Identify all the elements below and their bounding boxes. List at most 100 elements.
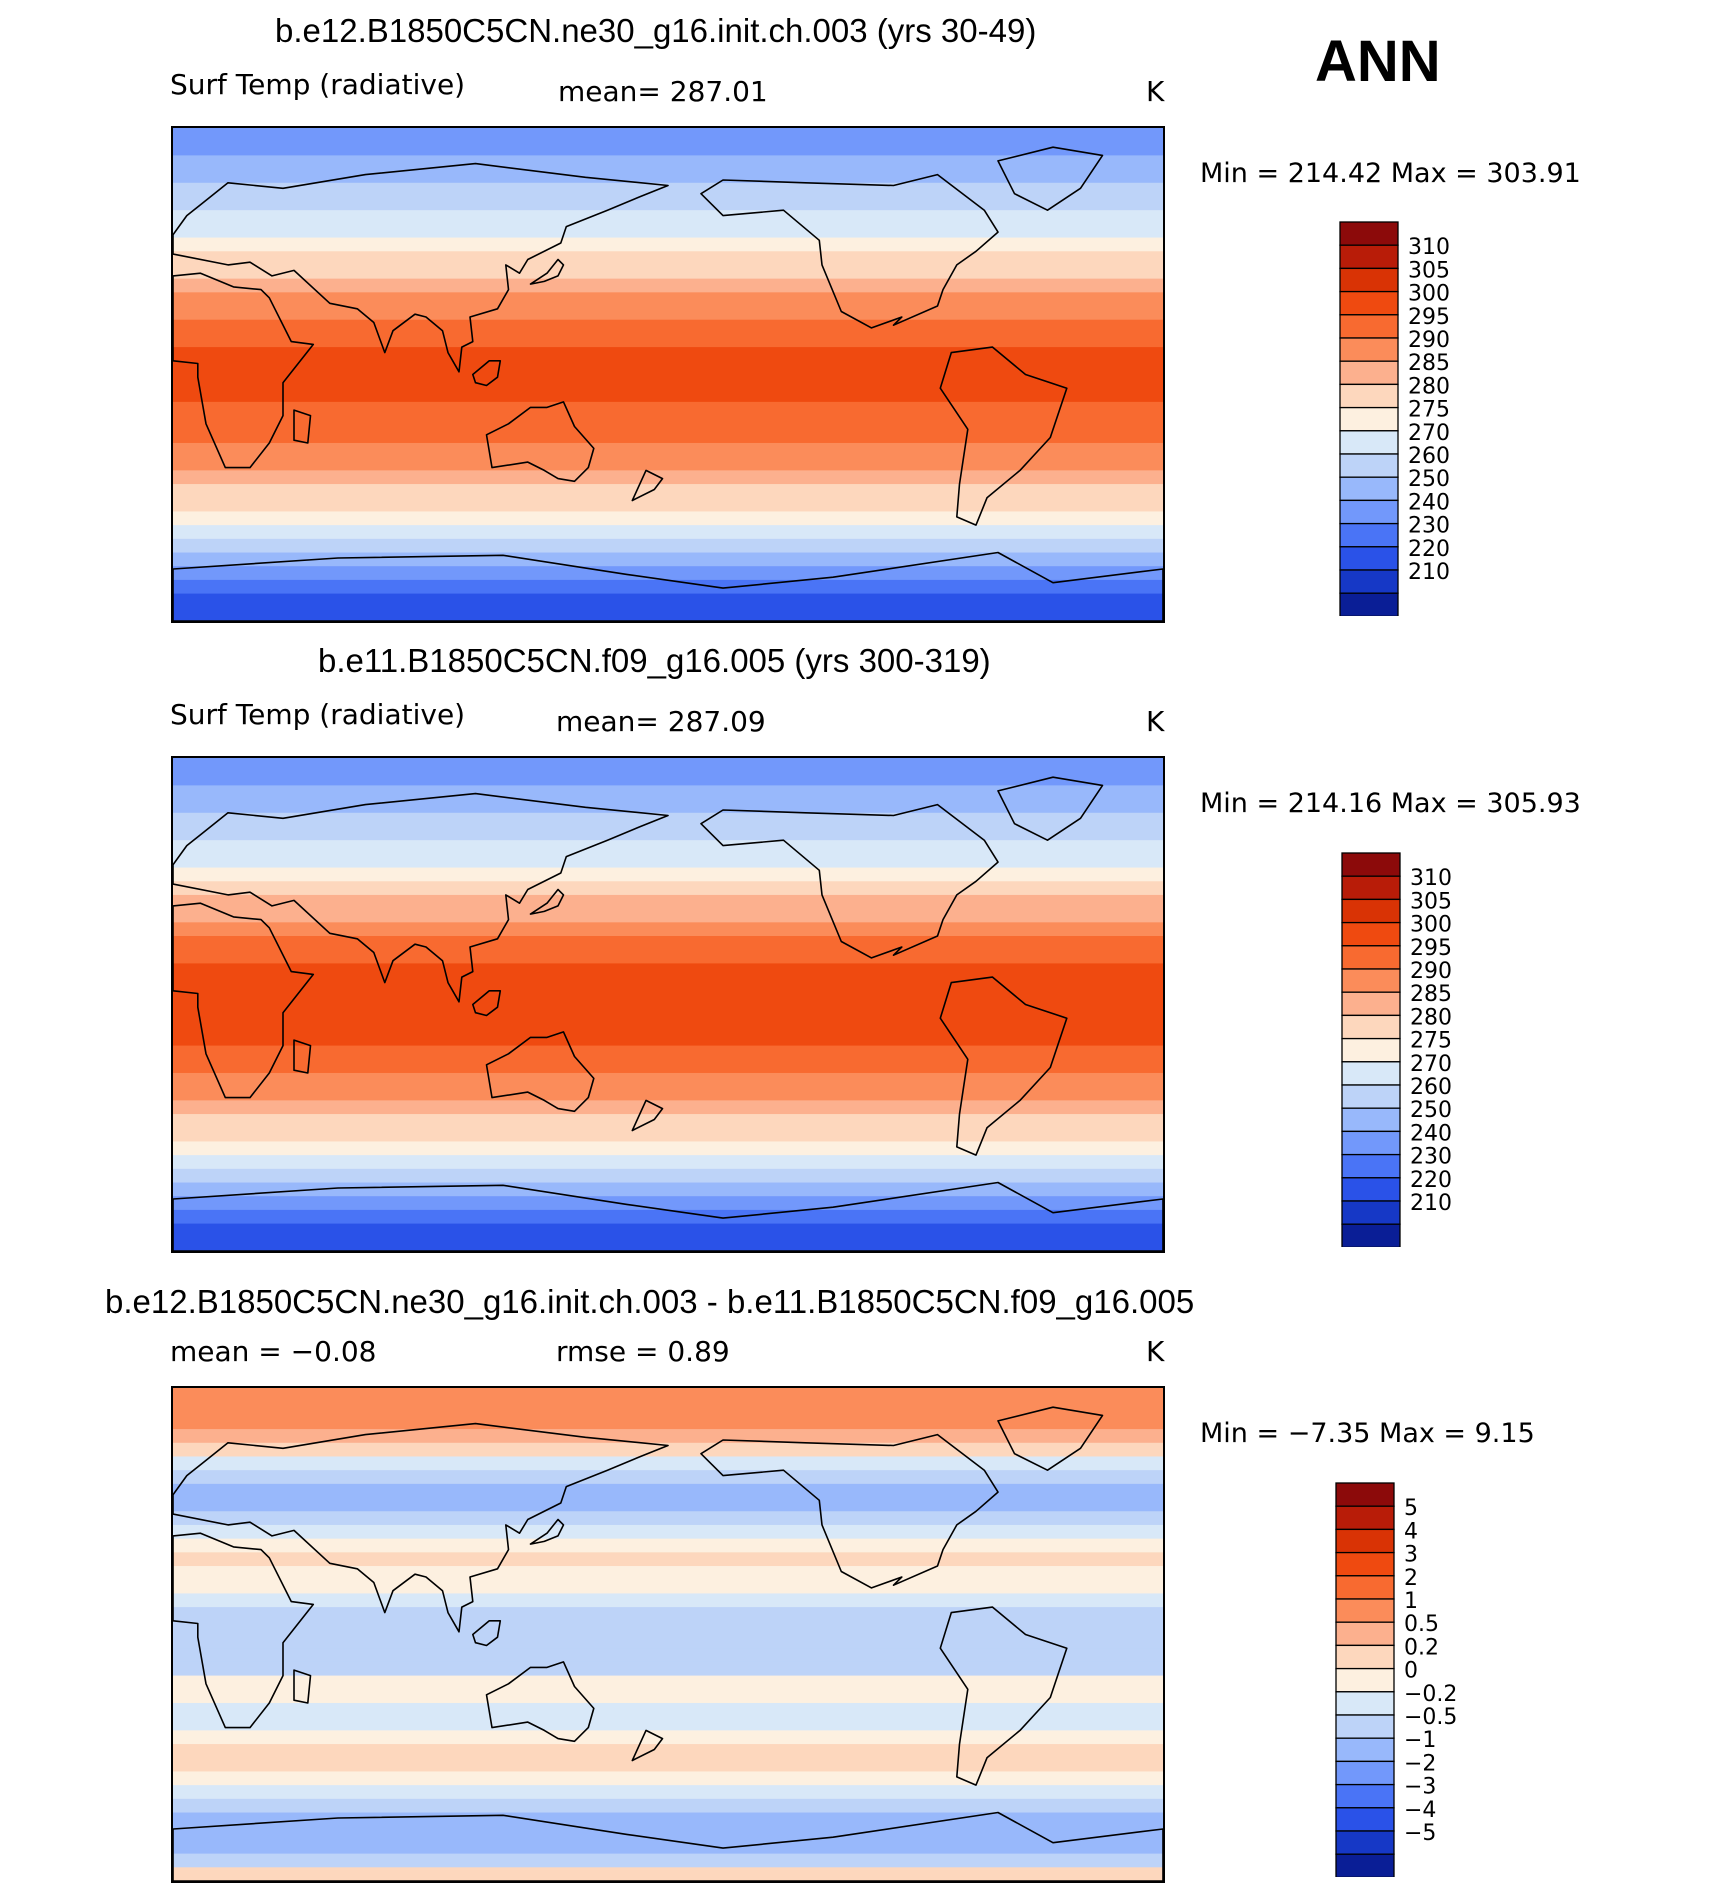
colorbar-tick-label: 270 xyxy=(1410,1052,1452,1077)
colorbar-box xyxy=(1335,1528,1395,1554)
lat-band xyxy=(173,949,1163,965)
colorbar-box xyxy=(1339,360,1399,386)
lat-band xyxy=(173,182,1163,198)
lat-band xyxy=(173,1634,1163,1649)
panel-1-map xyxy=(171,126,1165,623)
lat-band xyxy=(173,1771,1163,1786)
lat-band xyxy=(173,607,1163,621)
colorbar-box xyxy=(1341,968,1401,993)
lat-band xyxy=(173,1566,1163,1581)
colorbar-box xyxy=(1341,852,1401,877)
lat-band xyxy=(173,1045,1163,1060)
coastline-antarctica xyxy=(173,1811,1163,1881)
colorbar-tick-label: 230 xyxy=(1408,514,1450,539)
coastline-australia xyxy=(485,1031,595,1113)
colorbar-box xyxy=(1341,991,1401,1017)
colorbar-box xyxy=(1341,921,1401,947)
lat-band xyxy=(173,388,1163,403)
colorbar-box xyxy=(1339,383,1399,409)
lat-band xyxy=(173,128,1163,143)
colorbar-tick-label: 300 xyxy=(1408,282,1450,307)
colorbar-tick-label: −2 xyxy=(1404,1751,1436,1776)
colorbar-box xyxy=(1335,1598,1395,1623)
lat-band xyxy=(173,1716,1163,1731)
colorbar-tick-label: 4 xyxy=(1404,1519,1418,1544)
lat-band xyxy=(173,1552,1163,1567)
lat-band xyxy=(173,1648,1163,1663)
colorbar-tick-label: 240 xyxy=(1410,1121,1452,1146)
lat-band xyxy=(173,415,1163,430)
colorbar-tick-label: 260 xyxy=(1410,1075,1452,1100)
colorbar-tick-label: 275 xyxy=(1408,398,1450,423)
colorbar-box xyxy=(1339,546,1399,571)
lat-band xyxy=(173,196,1163,211)
colorbar-box xyxy=(1335,1621,1395,1647)
lat-band xyxy=(173,1483,1163,1499)
colorbar-tick-label: 210 xyxy=(1410,1191,1452,1216)
colorbar-box xyxy=(1335,1551,1395,1577)
lat-band xyxy=(173,853,1163,869)
lat-band xyxy=(173,210,1163,225)
panel-2-map xyxy=(171,756,1165,1253)
lat-band xyxy=(173,1442,1163,1458)
lat-band xyxy=(173,1223,1163,1238)
lat-band xyxy=(173,1141,1163,1156)
panel-3-rmse-label: rmse = 0.89 xyxy=(556,1335,730,1368)
colorbar-tick-label: 280 xyxy=(1410,1005,1452,1030)
colorbar-tick-label: 290 xyxy=(1408,328,1450,353)
colorbar-box xyxy=(1335,1853,1395,1877)
lat-band xyxy=(173,1470,1163,1485)
colorbar-box xyxy=(1335,1714,1395,1739)
lat-band xyxy=(173,292,1163,307)
panel-1-mean-label: mean= 287.01 xyxy=(558,75,768,108)
lat-band xyxy=(173,1072,1163,1088)
colorbar-tick-label: 240 xyxy=(1408,490,1450,515)
colorbar-box xyxy=(1335,1575,1395,1600)
colorbar-tick-label: 0.2 xyxy=(1404,1635,1439,1660)
colorbar-tick-label: 285 xyxy=(1408,351,1450,376)
coastline-africa xyxy=(173,902,315,1099)
lat-band xyxy=(173,1702,1163,1718)
lat-band xyxy=(173,1661,1163,1677)
panel-2-units-label: K xyxy=(1146,705,1165,738)
coastline-japan xyxy=(529,888,565,915)
colorbar-tick-label: 305 xyxy=(1408,258,1450,283)
panel-1-title: b.e12.B1850C5CN.ne30_g16.init.ch.003 (yr… xyxy=(275,12,1037,49)
lat-band xyxy=(173,1853,1163,1868)
coastline-africa xyxy=(173,1532,315,1729)
lat-band xyxy=(173,1785,1163,1800)
colorbar-tick-label: 280 xyxy=(1408,374,1450,399)
lat-band xyxy=(173,264,1163,280)
colorbar-box xyxy=(1341,1177,1401,1202)
coastline-australia xyxy=(485,401,595,483)
panel-3-title: b.e12.B1850C5CN.ne30_g16.init.ch.003 - b… xyxy=(105,1283,1195,1320)
lat-band xyxy=(173,1196,1163,1211)
coastline-antarctica xyxy=(173,551,1163,621)
colorbar-box xyxy=(1335,1667,1395,1693)
lat-band xyxy=(173,538,1163,554)
colorbar-tick-label: −0.2 xyxy=(1404,1682,1457,1707)
coastline-south-america xyxy=(939,976,1068,1156)
lat-band xyxy=(173,1415,1163,1430)
lat-band xyxy=(173,1237,1163,1251)
lat-band xyxy=(173,1456,1163,1471)
colorbar-tick-label: 250 xyxy=(1408,467,1450,492)
colorbar-box xyxy=(1335,1807,1395,1832)
lat-band xyxy=(173,155,1163,170)
coastline-eurasia xyxy=(173,1422,669,1633)
panel-3-mean-label: mean = −0.08 xyxy=(170,1335,377,1368)
lat-band xyxy=(173,251,1163,266)
lat-band xyxy=(173,497,1163,513)
colorbar-tick-label: 260 xyxy=(1408,444,1450,469)
colorbar-tick-label: 0 xyxy=(1404,1659,1418,1684)
panel-1-variable-label: Surf Temp (radiative) xyxy=(170,68,466,101)
coastline-greenland xyxy=(997,146,1104,211)
lat-band xyxy=(173,1511,1163,1526)
lat-band xyxy=(173,1798,1163,1814)
colorbar-tick-label: 295 xyxy=(1408,305,1450,330)
lat-band xyxy=(173,566,1163,581)
lat-band xyxy=(173,429,1163,444)
colorbar-tick-label: 305 xyxy=(1410,889,1452,914)
lat-band xyxy=(173,867,1163,882)
colorbar-box xyxy=(1341,1107,1401,1133)
